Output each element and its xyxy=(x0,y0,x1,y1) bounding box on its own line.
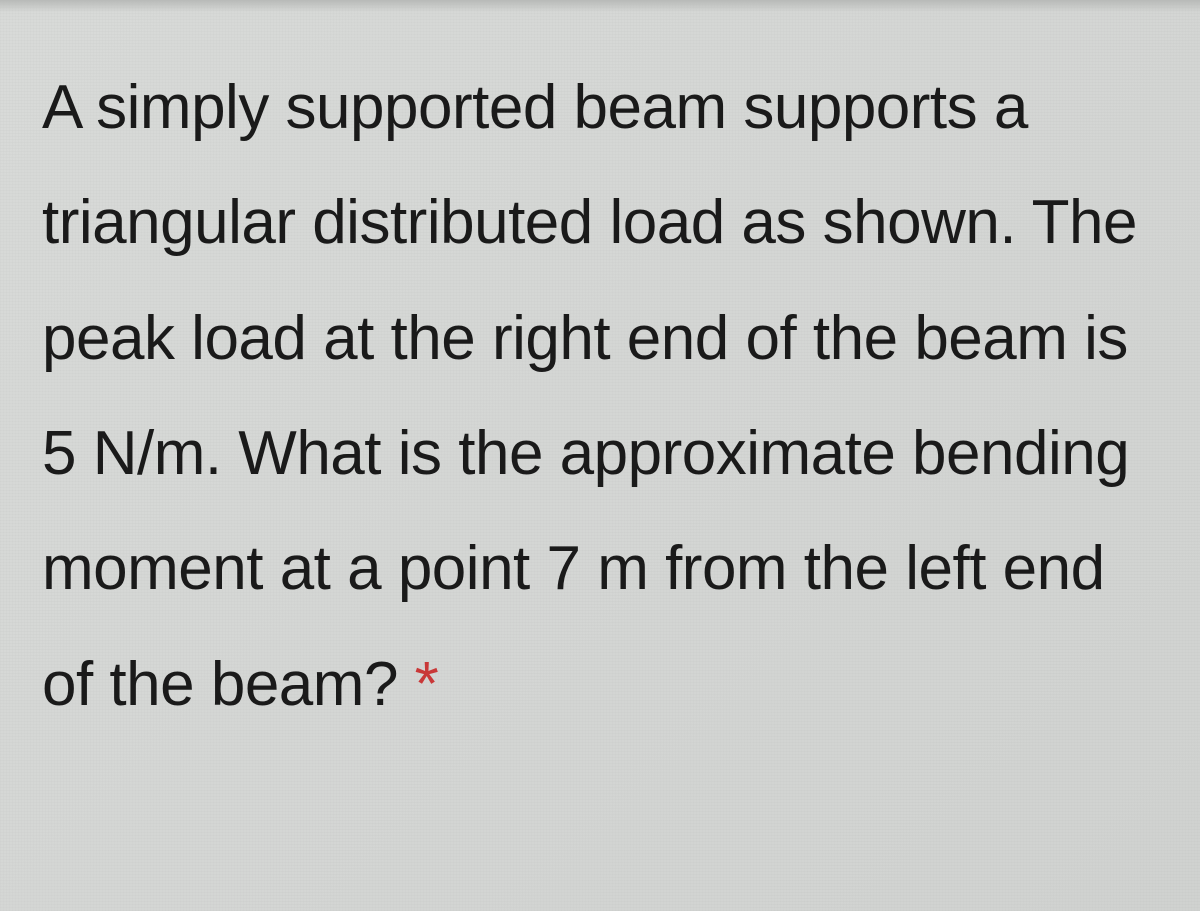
question-body-text: A simply supported beam supports a trian… xyxy=(42,73,1137,719)
required-asterisk: * xyxy=(415,650,439,719)
question-text-block: A simply supported beam supports a trian… xyxy=(42,50,1162,742)
question-container: A simply supported beam supports a trian… xyxy=(0,0,1200,792)
